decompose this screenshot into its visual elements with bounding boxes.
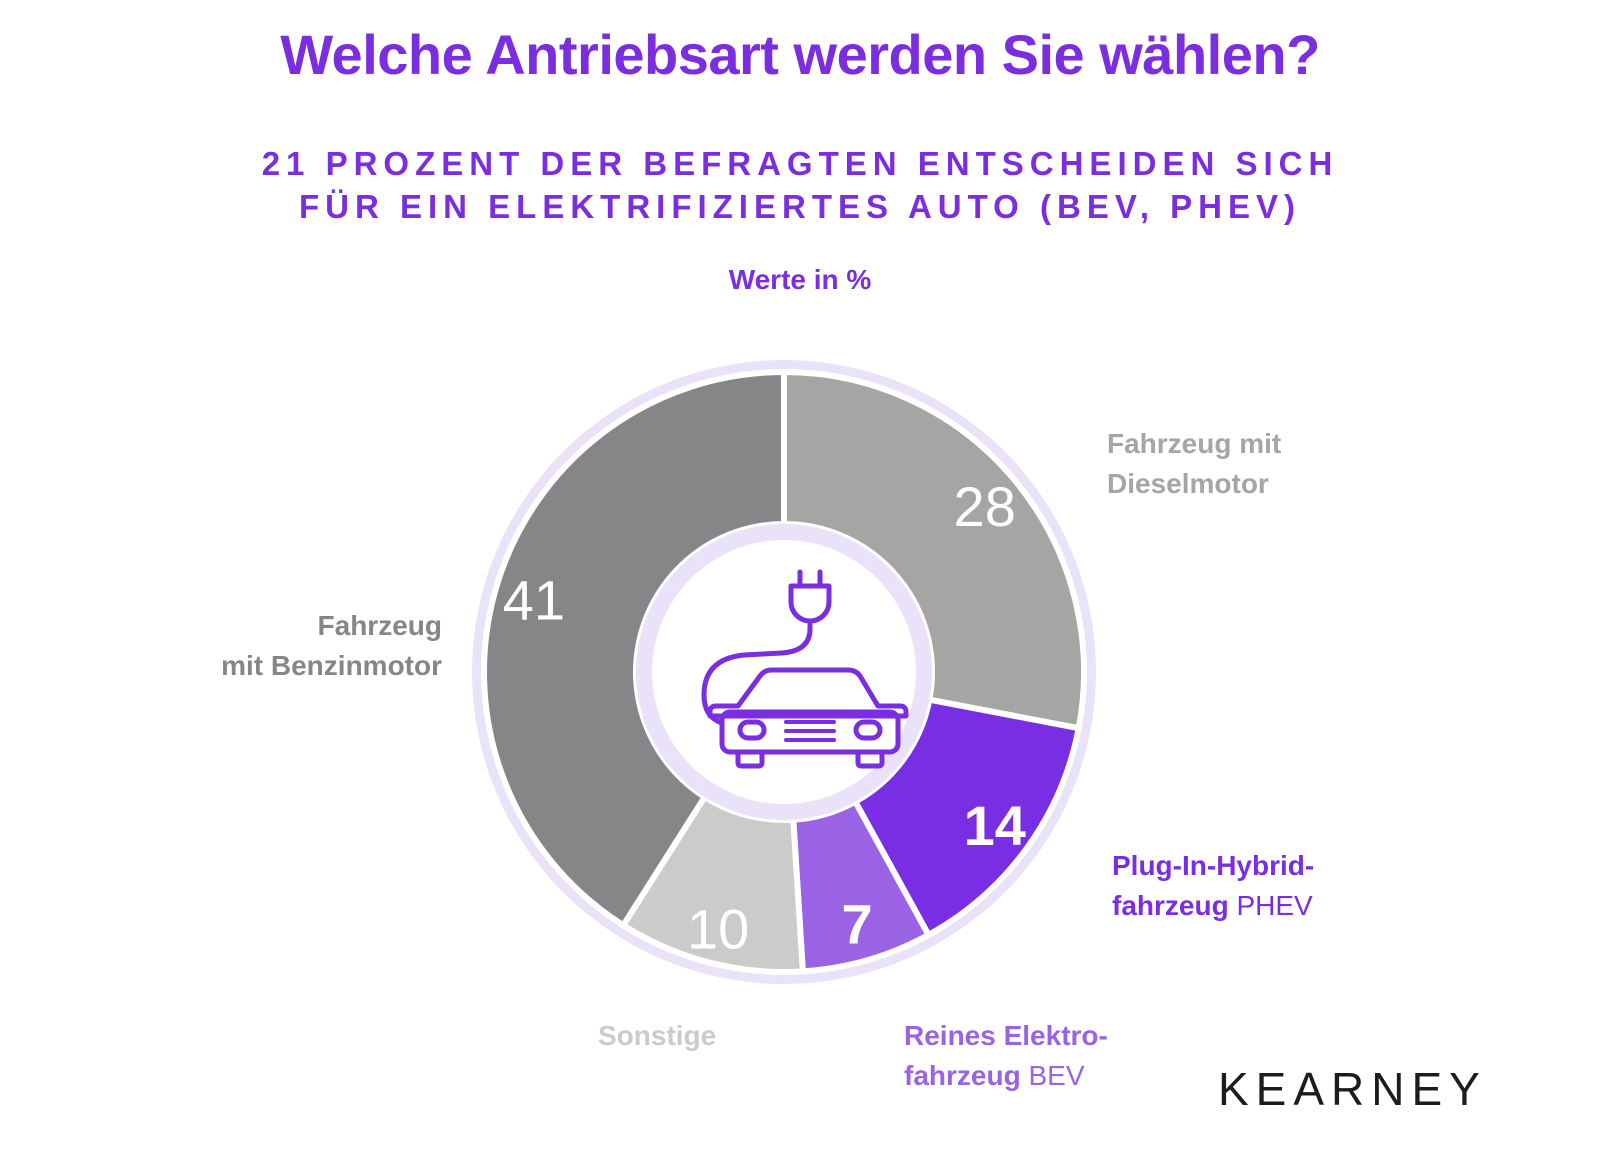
label-diesel: Fahrzeug mit Dieselmotor [1107,424,1281,504]
subtitle-line-1: 21 PROZENT DER BEFRAGTEN ENTSCHEIDEN SIC… [261,145,1339,182]
chart-subtitle: 21 PROZENT DER BEFRAGTEN ENTSCHEIDEN SIC… [0,142,1600,228]
label-bev-line-1: Reines Elektro- [904,1020,1108,1051]
label-phev-line-1: Plug-In-Hybrid- [1112,850,1315,881]
label-sonstige-line-1: Sonstige [598,1020,717,1051]
label-sonstige: Sonstige [598,1016,716,1056]
label-phev-suffix: PHEV [1236,890,1313,921]
value-labels: 28 14 7 10 41 [503,475,1026,961]
label-phev-line-2: fahrzeug [1112,890,1229,921]
label-diesel-line-1: Fahrzeug mit [1107,428,1282,459]
value-phev: 14 [964,794,1026,857]
label-bev: Reines Elektro- fahrzeug BEV [904,1016,1108,1096]
subtitle-line-2: FÜR EIN ELEKTRIFIZIERTES AUTO (BEV, PHEV… [298,188,1302,225]
value-benzin: 41 [503,568,565,631]
value-sonstige: 10 [687,898,749,961]
chart-title: Welche Antriebsart werden Sie wählen? [280,23,1320,86]
label-bev-suffix: BEV [1028,1060,1085,1091]
label-diesel-line-2: Dieselmotor [1107,468,1269,499]
label-benzin-line-2: mit Benzinmotor [221,650,442,681]
label-benzin-line-1: Fahrzeug [317,610,442,641]
slice-sonstige [619,792,807,975]
value-diesel: 28 [954,475,1016,538]
electric-car-with-plug-icon [701,569,909,769]
label-bev-line-2: fahrzeug [904,1060,1021,1091]
kearney-logo: KEARNEY [1218,1063,1487,1115]
donut-slices [481,368,1088,975]
unit-note: Werte in % [728,264,872,295]
label-benzin: Fahrzeug mit Benzinmotor [190,606,442,686]
label-phev: Plug-In-Hybrid- fahrzeug PHEV [1112,846,1314,926]
value-bev: 7 [842,893,873,956]
